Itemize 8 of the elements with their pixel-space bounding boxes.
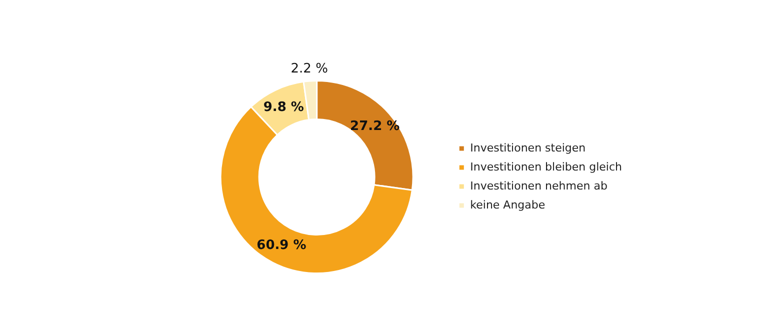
data-label: 9.8 % — [263, 100, 304, 115]
legend-label: Investitionen nehmen ab — [470, 179, 608, 192]
legend-label: Investitionen bleiben gleich — [470, 160, 622, 174]
data-label: 2.2 % — [290, 61, 328, 76]
data-label: 60.9 % — [256, 238, 306, 253]
legend-label: Investitionen steigen — [470, 141, 586, 154]
data-label: 27.2 % — [350, 118, 400, 134]
legend-label: keine Angabe — [470, 198, 546, 212]
